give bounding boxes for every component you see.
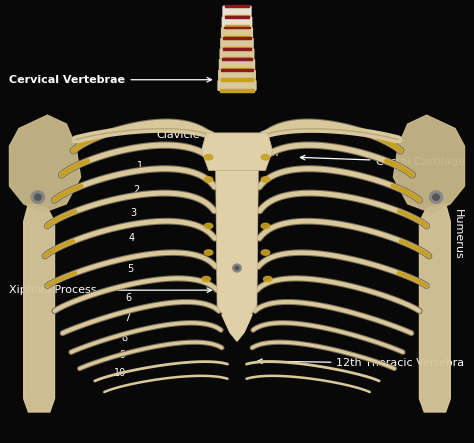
Bar: [222, 68, 252, 70]
Text: Sternum: Sternum: [239, 211, 249, 259]
Bar: [220, 89, 254, 92]
Ellipse shape: [204, 250, 213, 255]
Bar: [221, 78, 253, 81]
Text: 4: 4: [129, 233, 135, 243]
Circle shape: [35, 194, 41, 200]
FancyBboxPatch shape: [219, 70, 255, 80]
Bar: [226, 5, 248, 7]
FancyBboxPatch shape: [222, 17, 252, 27]
Polygon shape: [24, 204, 55, 412]
Bar: [226, 15, 248, 17]
Text: 8: 8: [121, 333, 127, 342]
Circle shape: [429, 191, 443, 203]
Text: Xiphoid Process: Xiphoid Process: [9, 285, 211, 295]
Text: 2: 2: [133, 185, 140, 194]
Polygon shape: [9, 115, 81, 213]
Polygon shape: [419, 204, 450, 412]
Circle shape: [31, 191, 45, 203]
FancyBboxPatch shape: [220, 49, 254, 58]
FancyBboxPatch shape: [221, 38, 253, 48]
Text: 7: 7: [124, 313, 130, 323]
Ellipse shape: [202, 276, 210, 282]
Bar: [225, 16, 249, 18]
Text: 10: 10: [114, 368, 126, 378]
FancyBboxPatch shape: [219, 59, 255, 69]
Bar: [222, 58, 252, 60]
Circle shape: [233, 264, 241, 272]
Ellipse shape: [261, 155, 270, 160]
Ellipse shape: [204, 155, 213, 160]
Polygon shape: [222, 315, 252, 341]
FancyBboxPatch shape: [218, 81, 256, 90]
Bar: [221, 69, 253, 71]
Bar: [224, 36, 250, 39]
Bar: [223, 57, 251, 60]
Text: 1: 1: [137, 161, 143, 171]
Text: Cervical Vertebrae: Cervical Vertebrae: [9, 75, 211, 85]
Ellipse shape: [261, 223, 270, 229]
Polygon shape: [201, 133, 273, 171]
Text: 5: 5: [127, 264, 134, 274]
Text: 3: 3: [131, 208, 137, 218]
Text: Humerus: Humerus: [452, 210, 463, 260]
Text: Clavicle: Clavicle: [156, 130, 200, 140]
Ellipse shape: [261, 177, 270, 182]
Text: Costal Cartilage: Costal Cartilage: [301, 155, 465, 167]
Circle shape: [235, 266, 239, 270]
FancyBboxPatch shape: [221, 27, 252, 37]
Text: Manubrium: Manubrium: [216, 148, 279, 158]
Bar: [223, 48, 251, 50]
Text: 9: 9: [119, 350, 125, 360]
Polygon shape: [393, 115, 465, 213]
Bar: [225, 25, 249, 28]
Ellipse shape: [261, 250, 270, 255]
Bar: [223, 47, 251, 49]
Text: 6: 6: [126, 293, 132, 303]
Ellipse shape: [204, 177, 213, 182]
Text: 12th Thoracic Vertebra: 12th Thoracic Vertebra: [258, 358, 465, 368]
Bar: [223, 37, 251, 39]
Circle shape: [433, 194, 439, 200]
FancyBboxPatch shape: [223, 6, 251, 16]
Ellipse shape: [264, 276, 272, 282]
Bar: [224, 27, 250, 28]
Ellipse shape: [204, 223, 213, 229]
Polygon shape: [216, 171, 258, 315]
